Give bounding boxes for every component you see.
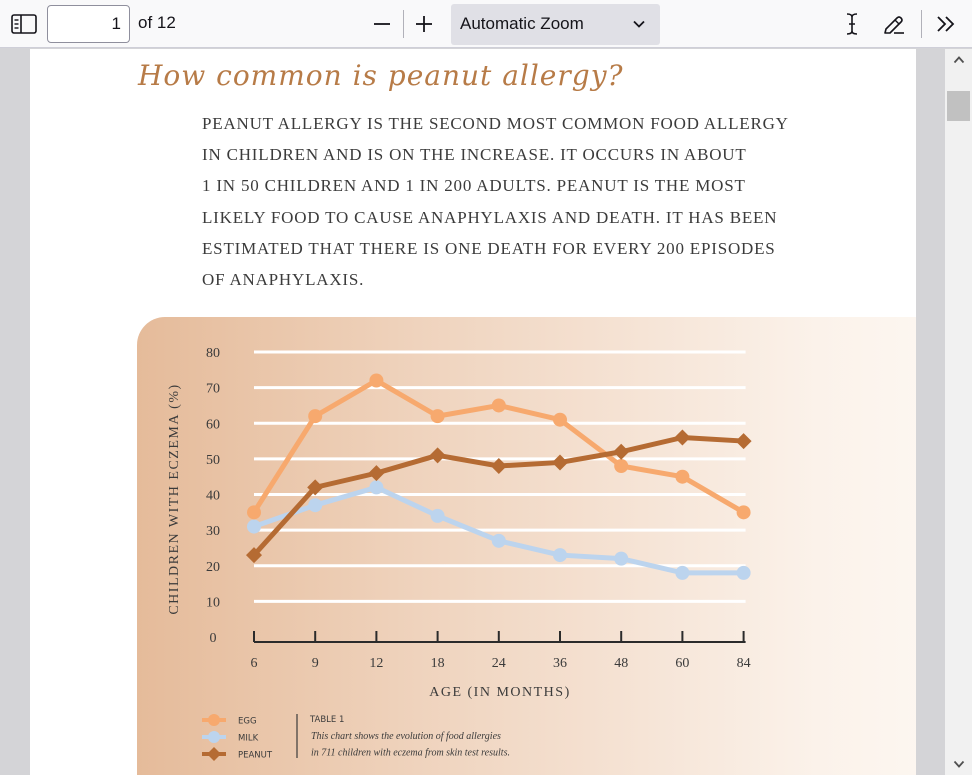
paragraph-line: 1 in 50 children and 1 in 200 adults. Pe… <box>202 176 746 196</box>
scroll-up-icon[interactable] <box>945 49 972 71</box>
text-cursor-icon <box>846 13 858 35</box>
x-tick-label: 24 <box>492 656 506 671</box>
zoom-out-icon <box>374 23 390 25</box>
scrollbar-thumb[interactable] <box>947 91 970 121</box>
allergy-line-chart: 0 10 20 30 40 50 60 70 80 6 9 12 18 24 36 48 60 84 AGE (IN… <box>167 346 752 761</box>
x-axis-label: AGE (IN MONTHS) <box>429 685 571 700</box>
y-tick-label: 70 <box>206 382 220 397</box>
zoom-select-value: Automatic Zoom <box>460 14 584 33</box>
x-tick-label: 12 <box>369 656 383 671</box>
vertical-scrollbar[interactable] <box>945 49 972 775</box>
paragraph-line: of anaphylaxis. <box>202 270 365 290</box>
draw-tool-button[interactable] <box>880 10 908 38</box>
y-tick-label: 0 <box>210 631 217 646</box>
x-tick-label: 60 <box>675 656 689 671</box>
chevron-down-icon <box>633 20 645 28</box>
data-point-peanut <box>307 479 324 496</box>
y-tick-label: 60 <box>206 417 220 432</box>
legend-label: MILK <box>238 734 259 744</box>
text-tool-button[interactable] <box>838 10 866 38</box>
y-tick-label: 40 <box>206 489 220 504</box>
paragraph-line: Peanut allergy is the second most common… <box>202 114 789 133</box>
chart-note-line: This chart shows the evolution of food a… <box>311 731 501 742</box>
legend-marker-egg <box>208 714 220 726</box>
page-heading: How common is peanut allergy? <box>138 59 624 92</box>
y-tick-label: 50 <box>206 453 220 468</box>
x-tick-label: 6 <box>251 656 258 671</box>
chart-note-title: TABLE 1 <box>309 715 344 725</box>
data-point-milk <box>430 508 445 523</box>
tools-overflow-button[interactable] <box>932 10 960 38</box>
data-point-egg <box>553 412 567 427</box>
data-point-egg <box>308 409 323 424</box>
data-point-peanut <box>246 547 262 564</box>
sidebar-toggle-icon[interactable] <box>10 12 38 36</box>
y-tick-label: 30 <box>206 524 220 539</box>
zoom-select[interactable]: Automatic Zoom <box>451 4 660 45</box>
data-point-milk <box>553 548 567 563</box>
x-tick-label: 48 <box>614 656 628 671</box>
double-chevron-right-icon <box>937 16 955 32</box>
data-point-milk <box>675 565 690 580</box>
data-point-peanut <box>613 443 630 460</box>
x-tick-label: 36 <box>553 656 567 671</box>
document-viewer[interactable]: How common is peanut allergy? Peanut all… <box>0 49 945 775</box>
pdf-toolbar: 1 of 12 Automatic Zoom <box>0 0 972 48</box>
y-tick-label: 10 <box>206 595 220 610</box>
data-point-peanut <box>368 465 385 482</box>
scroll-down-icon[interactable] <box>945 753 972 775</box>
zoom-out-button[interactable] <box>368 10 396 38</box>
data-point-milk <box>614 551 629 566</box>
data-point-egg <box>491 398 506 413</box>
intro-paragraph: Peanut allergy is the second most common… <box>202 108 842 295</box>
zoom-in-button[interactable] <box>410 10 438 38</box>
data-point-egg <box>675 469 690 484</box>
draw-pen-icon <box>884 16 904 34</box>
data-point-milk <box>736 565 751 580</box>
legend-label: PEANUT <box>238 751 273 761</box>
toolbar-divider <box>921 10 922 38</box>
y-axis-label: CHILDREN WITH ECZEMA (%) <box>167 383 182 614</box>
data-point-egg <box>736 505 751 520</box>
y-tick-label: 80 <box>206 346 220 361</box>
toolbar-divider <box>403 10 404 38</box>
data-point-egg <box>247 505 261 520</box>
data-point-peanut <box>490 458 507 474</box>
data-point-peanut <box>674 429 691 446</box>
y-tick-label: 20 <box>206 560 220 575</box>
legend-marker-milk <box>208 731 220 743</box>
paragraph-line: likely food to cause anaphylaxis and dea… <box>202 207 778 227</box>
data-point-egg <box>430 409 445 424</box>
data-point-peanut <box>429 447 446 464</box>
data-point-milk <box>369 480 384 495</box>
data-point-peanut <box>552 454 568 471</box>
paragraph-line: estimated that there is one death for ev… <box>202 238 776 258</box>
page-count-label: of 12 <box>138 13 176 32</box>
x-tick-label: 18 <box>431 656 445 671</box>
paragraph-line: in children and is on the increase. It o… <box>202 145 747 165</box>
x-tick-label: 84 <box>737 656 751 671</box>
zoom-in-icon <box>416 16 432 32</box>
data-point-egg <box>369 373 384 388</box>
data-point-milk <box>247 519 261 534</box>
data-point-peanut <box>735 433 752 450</box>
pdf-page: How common is peanut allergy? Peanut all… <box>30 49 916 775</box>
page-number-input[interactable]: 1 <box>47 5 130 43</box>
x-tick-label: 9 <box>312 656 319 671</box>
chart-note-line: in 711 children with eczema from skin te… <box>311 748 510 759</box>
data-point-milk <box>491 533 506 548</box>
legend-label: EGG <box>238 717 257 727</box>
legend-marker-peanut <box>207 747 221 761</box>
data-point-egg <box>614 459 629 473</box>
data-point-milk <box>308 498 323 513</box>
